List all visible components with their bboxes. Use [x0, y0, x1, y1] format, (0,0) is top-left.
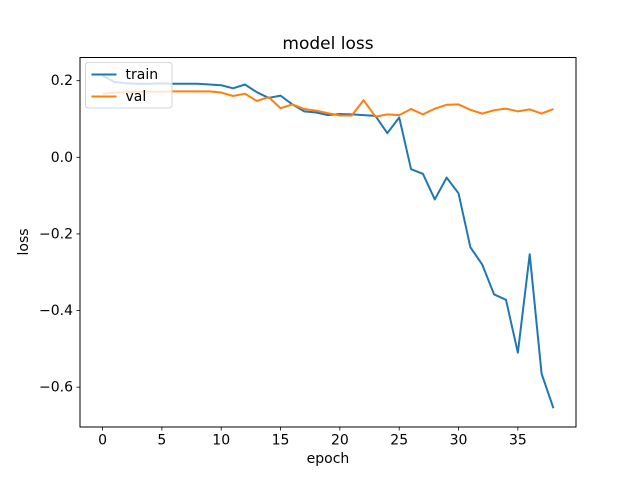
x-tick-label: 15 — [272, 433, 290, 449]
y-tick-label: −0.4 — [39, 303, 73, 319]
chart-title: model loss — [282, 34, 373, 54]
axes: 0 5 10 15 20 25 30 35 0.2 0.0 −0.2 −0.4 −0.6 train val — [39, 57, 577, 449]
x-tick-label: 35 — [509, 433, 527, 449]
y-tick-label: 0.0 — [51, 150, 73, 166]
x-tick-label: 10 — [212, 433, 230, 449]
val-line — [102, 90, 554, 118]
legend-train-label: train — [126, 67, 159, 83]
x-tick-label: 30 — [450, 433, 468, 449]
y-axis-label: loss — [16, 228, 32, 255]
axes-spines — [79, 57, 577, 428]
y-tick-label: −0.2 — [39, 226, 73, 242]
x-tick-label: 20 — [331, 433, 349, 449]
y-tick-label: −0.6 — [39, 380, 73, 396]
x-tick-label: 25 — [390, 433, 408, 449]
legend-val-label: val — [126, 89, 147, 105]
x-axis-label: epoch — [307, 451, 350, 467]
x-tick-label: 0 — [98, 433, 107, 449]
y-tick-label: 0.2 — [51, 73, 73, 89]
train-line — [102, 74, 555, 409]
x-tick-label: 5 — [157, 433, 166, 449]
